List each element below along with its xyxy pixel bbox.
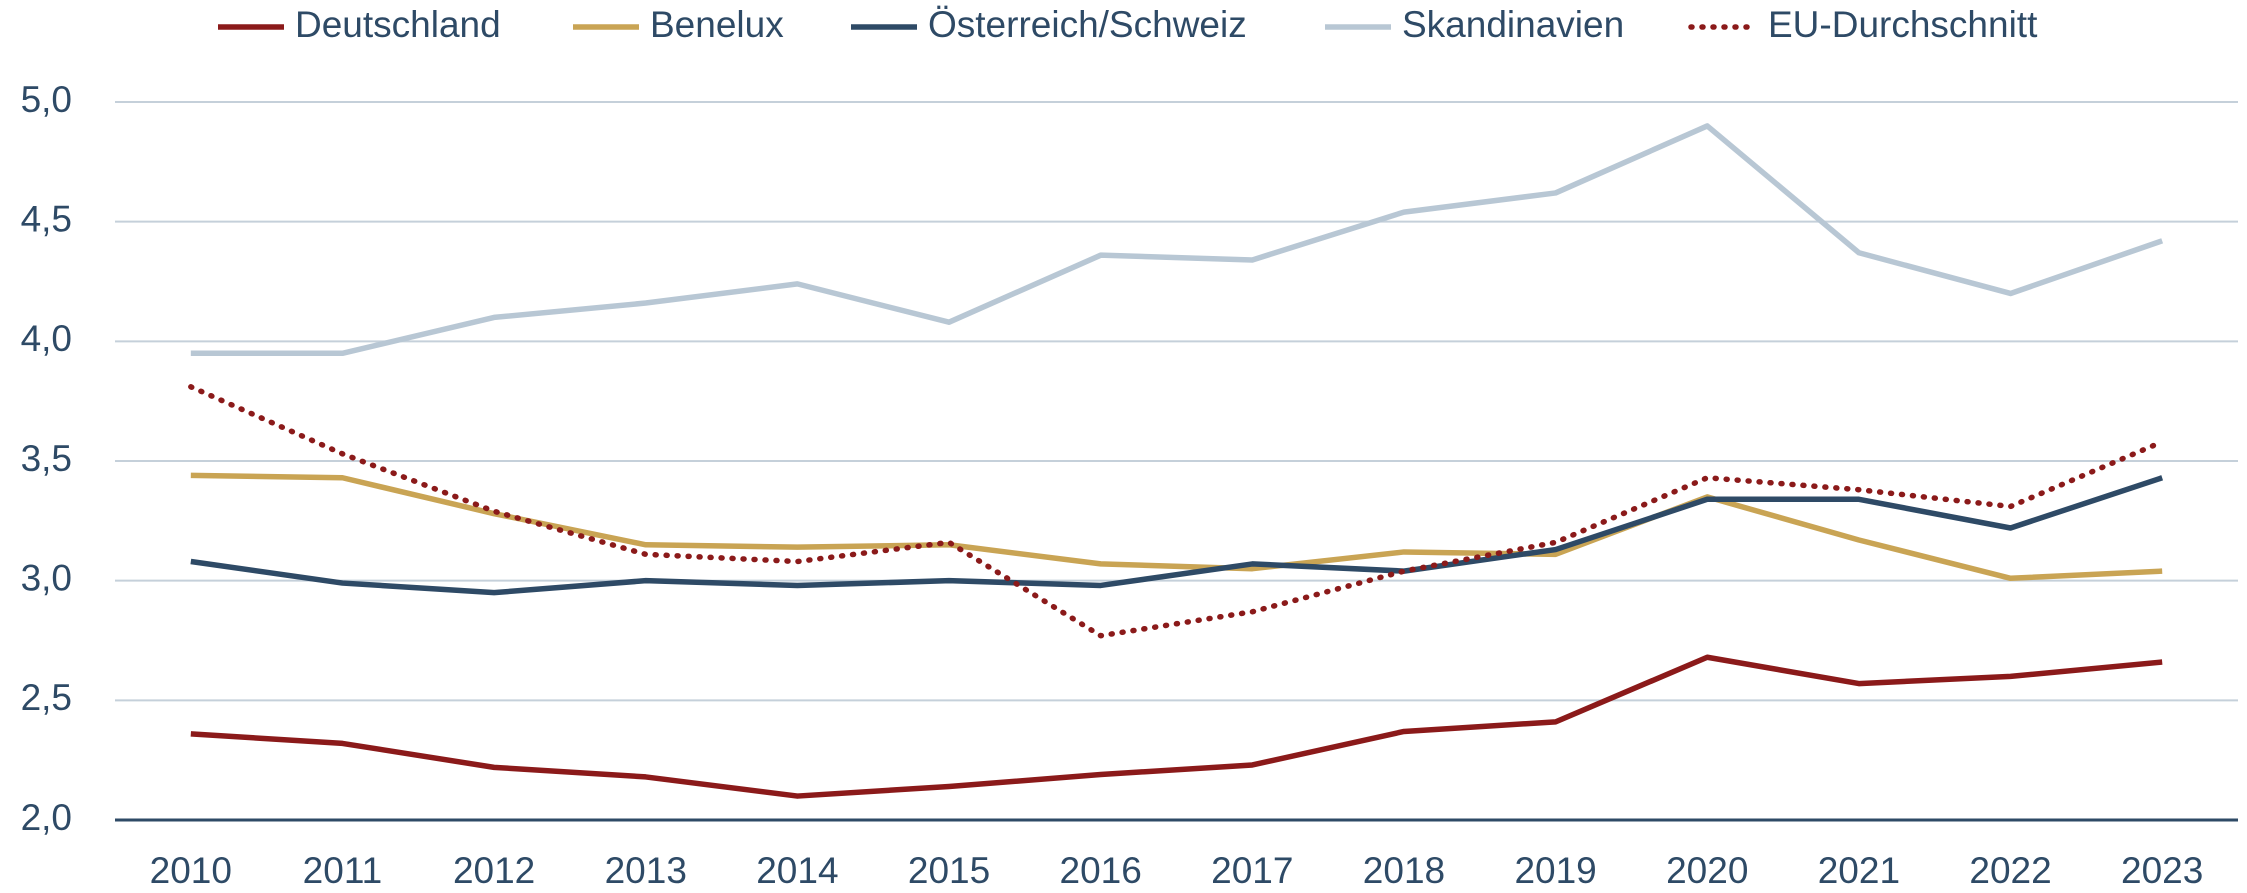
x-tick-label: 2022: [1969, 850, 2051, 891]
x-tick-label: 2019: [1514, 850, 1596, 891]
legend-label: Skandinavien: [1402, 4, 1624, 45]
y-tick-label: 2,0: [21, 797, 72, 838]
legend-label: EU-Durchschnitt: [1768, 4, 2038, 45]
series-line: [190, 123, 2164, 357]
x-tick-label: 2021: [1818, 850, 1900, 891]
x-tick-label: 2013: [605, 850, 687, 891]
y-tick-label: 2,5: [21, 677, 72, 718]
series-line: [190, 654, 2163, 799]
series-line: [190, 475, 2164, 596]
x-tick-label: 2011: [303, 850, 383, 891]
legend-label: Deutschland: [295, 4, 501, 45]
x-tick-label: 2010: [150, 850, 232, 891]
y-tick-label: 3,5: [21, 438, 72, 479]
x-tick-label: 2016: [1060, 850, 1142, 891]
x-tick-label: 2015: [908, 850, 990, 891]
x-tick-label: 2020: [1666, 850, 1748, 891]
y-tick-label: 4,0: [21, 318, 72, 359]
legend-label: Österreich/Schweiz: [928, 4, 1247, 45]
y-tick-label: 4,5: [21, 198, 72, 239]
series-line: [188, 384, 2165, 639]
y-tick-label: 5,0: [21, 79, 72, 120]
x-tick-label: 2014: [756, 850, 838, 891]
x-tick-label: 2023: [2121, 850, 2203, 891]
x-tick-label: 2018: [1363, 850, 1445, 891]
x-tick-label: 2012: [453, 850, 535, 891]
legend-label: Benelux: [650, 4, 784, 45]
x-tick-label: 2017: [1211, 850, 1293, 891]
y-tick-label: 3,0: [21, 557, 72, 598]
